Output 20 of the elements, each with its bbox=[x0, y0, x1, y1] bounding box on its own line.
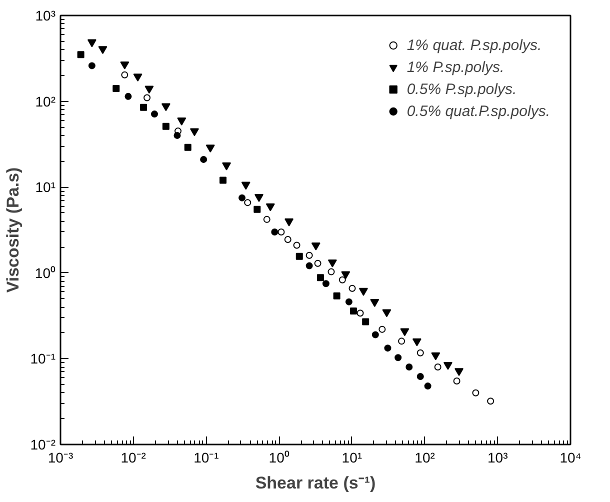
legend-label: 0.5% quat.P.sp.polys. bbox=[406, 102, 550, 120]
legend-label: 1% quat. P.sp.polys. bbox=[406, 36, 542, 54]
y-tick-label: 10⁰ bbox=[34, 264, 56, 281]
x-tick-label: 10⁰ bbox=[268, 450, 290, 466]
x-tick-label: 10⁴ bbox=[560, 450, 582, 466]
x-axis-title: Shear rate (s⁻¹) bbox=[255, 474, 376, 492]
y-tick-label: 10² bbox=[35, 93, 56, 110]
y-axis-title: Viscosity (Pa.s) bbox=[3, 167, 22, 293]
x-tick-label: 10² bbox=[414, 450, 436, 466]
y-tick-label: 10⁻² bbox=[30, 436, 56, 452]
x-tick-label: 10⁻² bbox=[120, 450, 146, 466]
x-tick-label: 10³ bbox=[488, 450, 508, 466]
legend-label: 0.5% P.sp.polys. bbox=[406, 80, 517, 98]
y-tick-label: 10⁻¹ bbox=[30, 350, 56, 367]
x-tick-label: 10⁻¹ bbox=[194, 450, 220, 466]
x-tick-label: 10¹ bbox=[342, 450, 362, 466]
y-tick-label: 10¹ bbox=[35, 179, 56, 196]
y-tick-label: 10³ bbox=[35, 8, 56, 24]
legend-label: 1% P.sp.polys. bbox=[406, 58, 504, 76]
x-tick-label: 10⁻³ bbox=[48, 450, 74, 466]
